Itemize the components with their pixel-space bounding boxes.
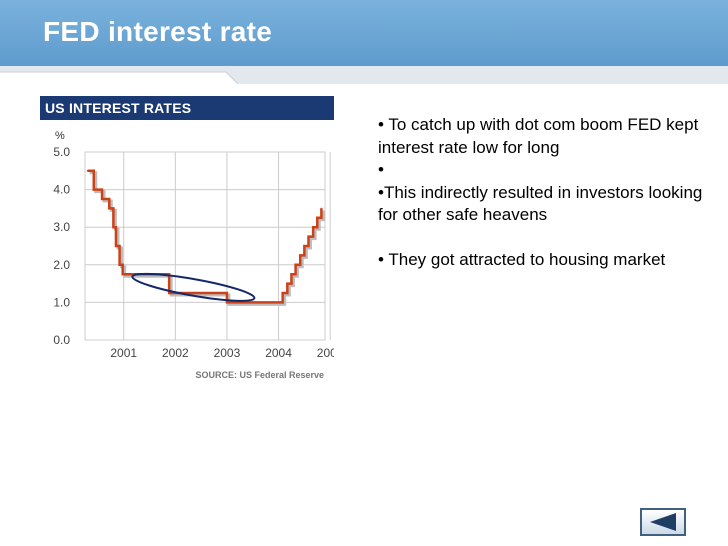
y-tick-label: 5.0 [53, 145, 70, 159]
series-point [192, 292, 195, 294]
y-tick-label: 0.0 [53, 333, 70, 347]
series-point [307, 235, 310, 238]
highlight-ellipse [131, 272, 256, 302]
interest-rate-chart: US INTEREST RATES 0.0 1.0 2.0 3.0 4.0 5.0 200… [40, 96, 334, 384]
series-point [92, 188, 95, 191]
series-point [316, 217, 319, 219]
previous-slide-icon [650, 513, 676, 531]
x-tick-label: 2001 [110, 346, 137, 360]
x-tick-label: 2004 [265, 346, 292, 360]
y-axis-unit-label: % [55, 130, 65, 142]
series-point [290, 273, 293, 275]
x-tick-label: 2002 [162, 346, 189, 360]
series-point [129, 273, 131, 275]
bullet-item: • [378, 160, 384, 179]
chart-plot: 0.01.02.03.04.05.0 20012002200320042005 … [53, 130, 334, 380]
series-point [320, 207, 323, 210]
series-point [299, 254, 302, 257]
series-point [121, 273, 124, 275]
slide-title: FED interest rate [43, 16, 273, 47]
series-point [226, 301, 228, 304]
series-point [115, 245, 117, 247]
series-point [86, 170, 89, 172]
series-point [168, 292, 170, 294]
bullet-item: • They got attracted to housing market [378, 250, 666, 269]
y-tick-label: 3.0 [53, 220, 70, 234]
chart-title-bar: US INTEREST RATES [40, 96, 334, 120]
series-point [251, 301, 254, 304]
series-point [108, 207, 111, 210]
series-point [118, 264, 121, 266]
series-point [112, 226, 115, 228]
previous-slide-button[interactable] [640, 508, 686, 536]
series-point [286, 282, 289, 285]
series-point [101, 198, 103, 200]
bullet-item: • To catch up with dot com boom FED kept… [378, 115, 699, 157]
series-point [281, 292, 284, 294]
slide-header: FED interest rate [0, 0, 728, 66]
bullet-item: •This indirectly resulted in investors l… [378, 182, 703, 225]
series-point [303, 245, 306, 247]
series-point [277, 301, 280, 304]
y-tick-label: 4.0 [53, 183, 70, 197]
header-divider-strip [0, 66, 728, 84]
bullet-spacer [378, 227, 708, 250]
chart-source-label: SOURCE: US Federal Reserve [195, 370, 324, 380]
series-point [200, 292, 202, 294]
y-tick-label: 2.0 [53, 258, 70, 272]
plot-frame [84, 151, 326, 341]
x-tick-label: 2005 [317, 346, 334, 360]
series-point [312, 226, 314, 228]
y-tick-label: 1.0 [53, 295, 70, 309]
chart-title: US INTEREST RATES [45, 100, 192, 116]
series-point [294, 264, 297, 266]
x-tick-label: 2003 [214, 346, 241, 360]
bullet-list: • To catch up with dot com boom FED kept… [378, 114, 708, 272]
series-point [125, 273, 128, 275]
